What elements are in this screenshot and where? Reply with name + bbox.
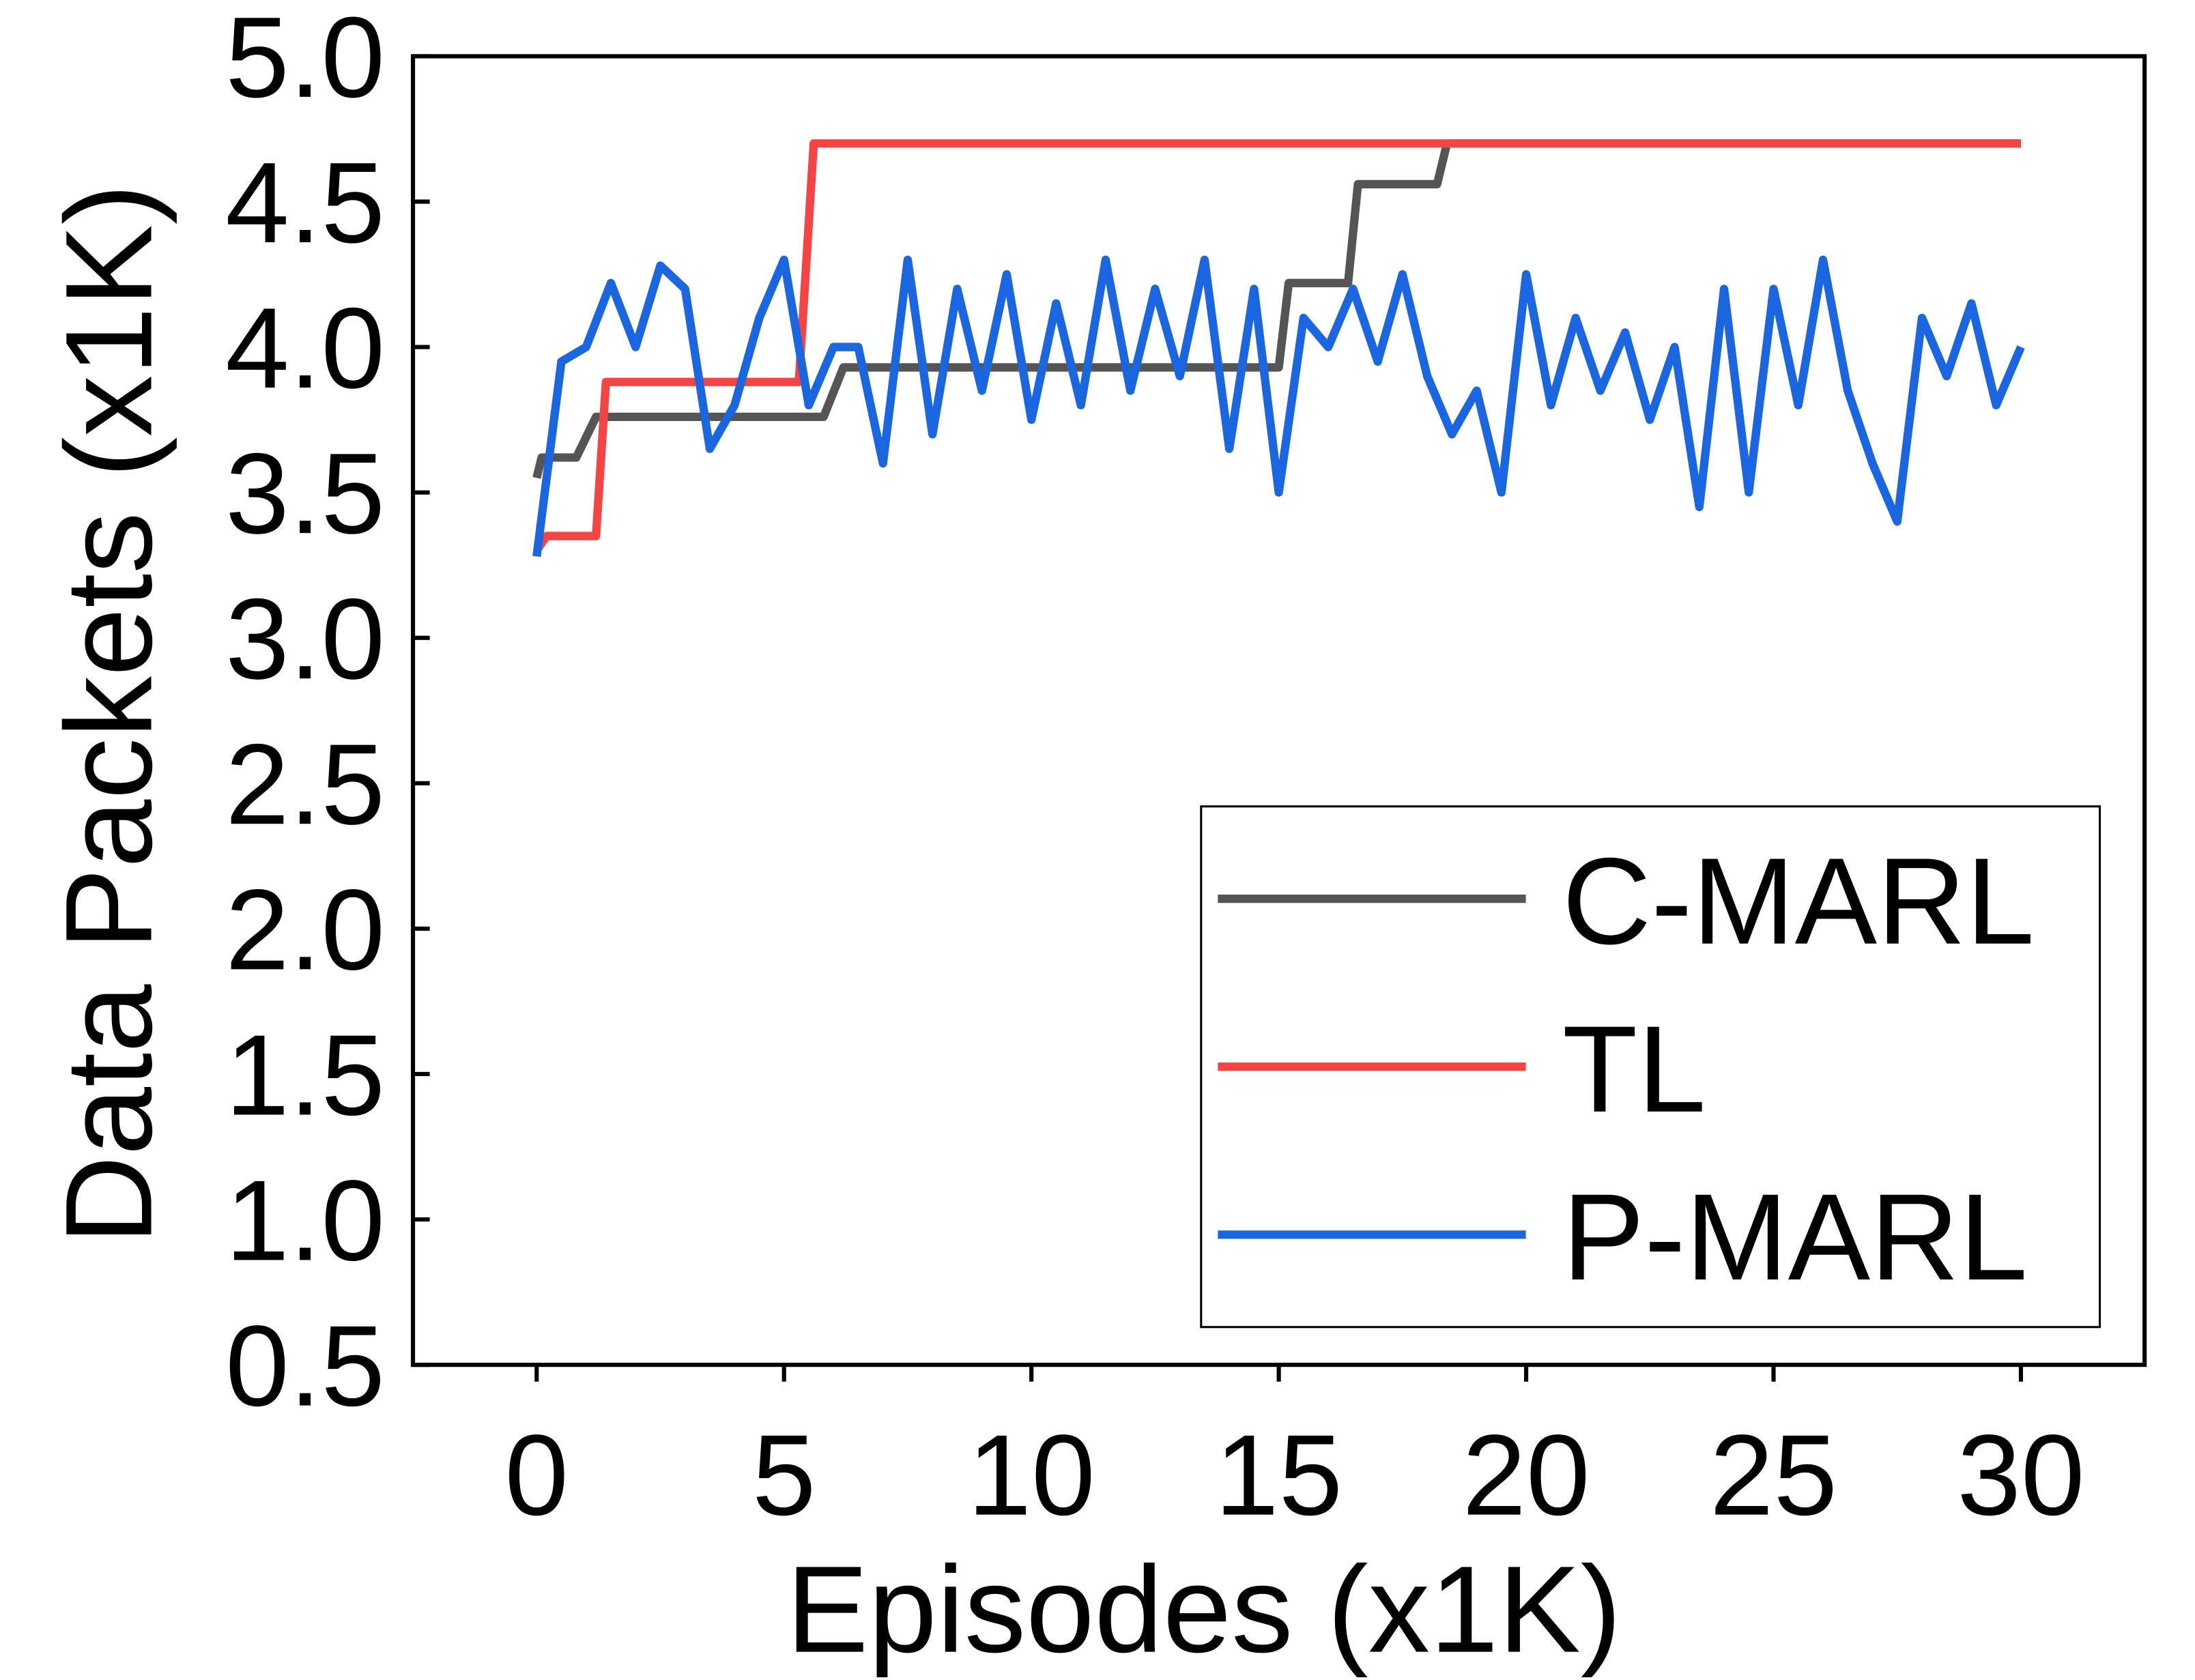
x-tick-label: 5	[752, 1411, 816, 1539]
x-tick-label: 20	[1463, 1411, 1590, 1539]
x-tick-label: 10	[968, 1411, 1095, 1539]
y-tick-label: 4.5	[225, 139, 385, 267]
series-line	[533, 139, 2021, 553]
y-tick-label: 4.0	[225, 284, 385, 412]
y-tick-label: 3.0	[225, 575, 385, 703]
y-tick-label: 1.0	[225, 1157, 385, 1285]
legend-label: P-MARL	[1562, 1169, 2028, 1306]
y-tick-label: 3.5	[225, 429, 385, 557]
x-tick-label: 30	[1957, 1411, 2084, 1539]
y-tick-label: 1.5	[225, 1011, 385, 1139]
x-tick-label: 15	[1215, 1411, 1343, 1539]
y-tick-label: 5.0	[225, 0, 385, 121]
legend-label: C-MARL	[1562, 833, 2035, 970]
series-line	[532, 139, 2021, 479]
y-tick-label: 2.0	[225, 865, 385, 994]
legend-label: TL	[1562, 1001, 1706, 1138]
x-tick-label: 25	[1710, 1411, 1837, 1539]
y-tick-label: 2.5	[225, 720, 385, 848]
x-tick-label: 0	[505, 1411, 569, 1539]
series-line	[532, 255, 2025, 557]
y-axis-title: Data Packets (x1K)	[41, 184, 178, 1245]
x-axis-title: Episodes (x1K)	[786, 1541, 1622, 1679]
y-tick-label: 0.5	[225, 1302, 385, 1430]
